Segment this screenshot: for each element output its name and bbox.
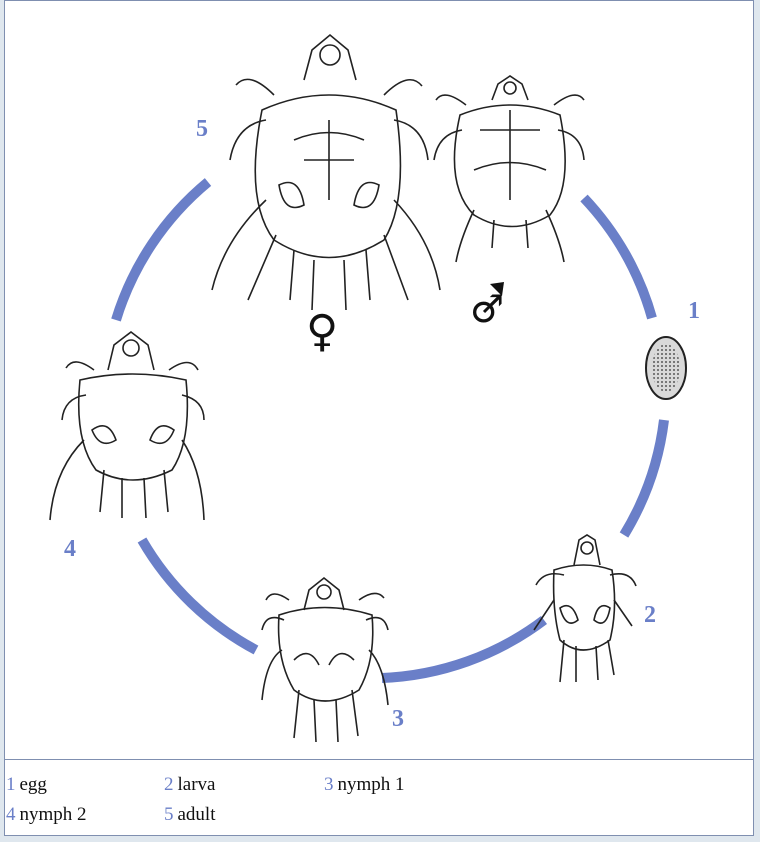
arc-nymph2-to-adult	[111, 178, 212, 322]
female-symbol: ♀	[306, 306, 339, 357]
legend-item-egg: 1 egg	[6, 774, 47, 796]
legend-text: nymph 1	[337, 774, 405, 795]
stage-number-1: 1	[688, 298, 700, 324]
legend-text: adult	[177, 804, 216, 825]
legend-item-larva: 2 larva	[164, 774, 215, 796]
legend-number: 3	[324, 774, 334, 795]
nymph2-illustration	[49, 330, 205, 521]
life-cycle-artwork	[49, 33, 687, 743]
legend: 1 egg 2 larva 3 nymph 1 4 nymph 2 5 adult	[6, 770, 746, 836]
legend-item-adult: 5 adult	[164, 804, 216, 826]
male-arrow-line	[482, 294, 502, 314]
stage-number-3: 3	[392, 706, 404, 732]
figure-frame	[4, 0, 754, 836]
cycle-ring	[111, 178, 669, 683]
egg-illustration	[645, 336, 687, 400]
arc-egg-to-larva	[619, 419, 669, 538]
legend-text: nymph 2	[19, 804, 87, 825]
legend-number: 1	[6, 774, 16, 795]
arc-nymph1-to-nymph2	[137, 537, 259, 655]
legend-number: 4	[6, 804, 16, 825]
adult-male-illustration	[433, 75, 585, 263]
legend-number: 2	[164, 774, 174, 795]
nymph1-illustration	[261, 576, 389, 743]
legend-text: egg	[19, 774, 47, 795]
legend-item-nymph-1: 3 nymph 1	[324, 774, 405, 796]
adult-female-illustration	[211, 33, 441, 311]
stage-number-5: 5	[196, 116, 208, 142]
male-symbol: ♂	[470, 287, 505, 331]
larva-illustration	[533, 534, 637, 683]
life-cycle-diagram	[4, 0, 754, 760]
male-arrow-head	[490, 282, 504, 296]
arc-larva-to-nymph1	[381, 616, 548, 683]
legend-item-nymph-2: 4 nymph 2	[6, 804, 87, 826]
legend-number: 5	[164, 804, 174, 825]
stage-number-4: 4	[64, 536, 76, 562]
stage-number-2: 2	[644, 602, 656, 628]
legend-text: larva	[177, 774, 216, 795]
arc-adult-to-egg	[580, 194, 657, 320]
